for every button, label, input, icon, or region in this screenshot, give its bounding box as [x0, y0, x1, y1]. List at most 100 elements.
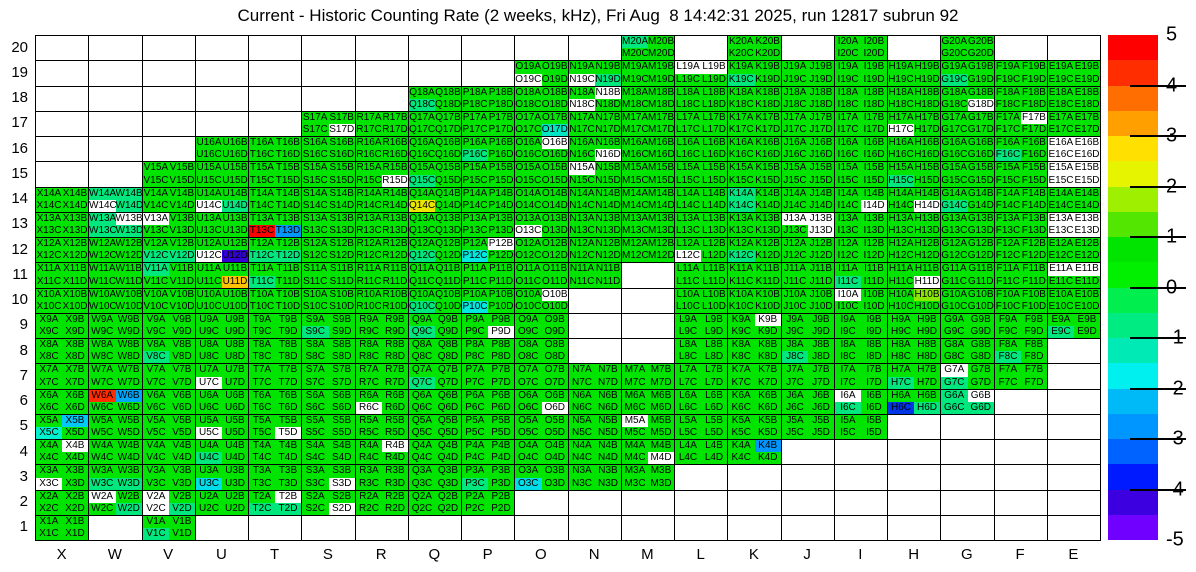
heatmap-cell: L10B: [701, 289, 727, 301]
heatmap-cell: H17C: [888, 124, 914, 136]
heatmap-cell: Q16D: [435, 149, 461, 161]
grid-box: G14A G14B G14C G14D: [940, 187, 995, 213]
heatmap-cell: X12C: [36, 250, 62, 262]
grid-box: Q14A Q14B Q14C Q14D: [408, 187, 462, 213]
empty-grid-box: [994, 414, 1048, 440]
heatmap-cell: H18D: [914, 99, 940, 111]
heatmap-cell: R6B: [382, 390, 408, 402]
heatmap-cell: V6D: [169, 402, 195, 414]
heatmap-cell: X7C: [36, 376, 62, 389]
grid-box: L7A L7B L7C L7D: [674, 363, 728, 390]
colorbar-band: [1108, 338, 1158, 363]
heatmap-cell: L4B: [701, 440, 727, 452]
heatmap-cell: E18D: [1074, 99, 1100, 111]
heatmap-cell: L10D: [701, 301, 727, 313]
heatmap-cell: Q18C: [409, 99, 435, 111]
heatmap-cell: N17A: [569, 112, 595, 124]
heatmap-cell: T10B: [275, 289, 301, 301]
heatmap-cell: L14D: [701, 200, 727, 212]
heatmap-cell: F18C: [995, 99, 1021, 111]
grid-box: P5A P5B P5C P5D: [461, 414, 515, 440]
heatmap-cell: X4D: [62, 452, 88, 464]
heatmap-cell: S9B: [328, 314, 355, 326]
heatmap-cell: S11C: [302, 275, 329, 288]
empty-grid-box: [621, 515, 675, 541]
heatmap-cell: L19A: [675, 61, 701, 74]
heatmap-cell: S17D: [328, 124, 355, 136]
heatmap-cell: L13B: [701, 213, 727, 225]
empty-grid-box: [621, 288, 675, 314]
heatmap-cell: O5C: [515, 427, 542, 439]
grid-box: P15A P15B P15C P15D: [461, 161, 515, 188]
heatmap-cell: O7C: [515, 376, 542, 389]
heatmap-cell: G16B: [967, 137, 994, 149]
heatmap-cell: U9A: [196, 314, 222, 326]
grid-box: J9A J9B J9C J9D: [781, 313, 835, 339]
heatmap-cell: S4A: [302, 440, 329, 452]
heatmap-cell: L14B: [701, 188, 727, 200]
heatmap-cell: P15D: [488, 174, 514, 187]
grid-box: T8A T8B T8C T8D: [248, 338, 302, 364]
heatmap-cell: T16B: [275, 137, 301, 149]
grid-box: P10A P10B P10C P10D: [461, 288, 515, 314]
heatmap-cell: M13A: [622, 213, 648, 225]
heatmap-cell: E18A: [1048, 87, 1074, 99]
heatmap-cell: U6D: [222, 402, 248, 414]
heatmap-cell: F12D: [1021, 250, 1047, 262]
grid-box: N18A N18B N18C N18D: [568, 86, 622, 112]
grid-box: U3A U3B U3C U3D: [195, 464, 249, 491]
heatmap-cell: L5B: [701, 415, 727, 427]
grid-box: G19A G19B G19C G19D: [940, 60, 995, 87]
heatmap-cell: H16C: [888, 149, 914, 161]
heatmap-cell: L18B: [701, 87, 727, 99]
heatmap-cell: R6D: [382, 402, 408, 414]
grid-box: E14A E14B E14C E14D: [1047, 187, 1101, 213]
heatmap-cell: V11A: [143, 263, 169, 276]
grid-box: U13A U13B U13C U13D: [195, 212, 249, 238]
heatmap-cell: P7D: [488, 376, 514, 389]
heatmap-cell: Q11C: [409, 275, 435, 288]
heatmap-cell: F15D: [1021, 174, 1047, 187]
heatmap-cell: V3B: [169, 465, 195, 478]
grid-box: L15A L15B L15C L15D: [674, 161, 728, 188]
heatmap-cell: I20C: [835, 48, 861, 60]
grid-box: S2A S2B S2C S2D: [301, 490, 356, 516]
heatmap-cell: Q8C: [409, 351, 435, 363]
heatmap-cell: E17C: [1048, 124, 1074, 136]
grid-box: I10A I10B I10C I10D: [834, 288, 888, 314]
heatmap-cell: W6D: [115, 402, 142, 414]
heatmap-cell: U13B: [222, 213, 248, 225]
heatmap-cell: P2A: [462, 491, 488, 503]
heatmap-cell: G9C: [941, 326, 968, 338]
grid-box: P9A P9B P9C P9D: [461, 313, 515, 339]
grid-box: G16A G16B G16C G16D: [940, 136, 995, 162]
heatmap-cell: X10B: [62, 289, 88, 301]
heatmap-cell: Q5A: [409, 415, 435, 427]
heatmap-cell: N5B: [595, 415, 621, 427]
heatmap-cell: H11C: [888, 275, 914, 288]
heatmap-cell: U10A: [196, 289, 222, 301]
heatmap-cell: U4D: [222, 452, 248, 464]
heatmap-cell: P18B: [488, 87, 514, 99]
grid-box: I5A I5B I5C I5D: [834, 414, 888, 440]
heatmap-cell: O8B: [541, 339, 568, 351]
heatmap-cell: N18C: [569, 99, 595, 111]
heatmap-cell: J13D: [808, 225, 834, 237]
heatmap-cell: X13C: [36, 225, 62, 237]
heatmap-cell: G17C: [941, 124, 968, 136]
grid-box: P7A P7B P7C P7D: [461, 363, 515, 390]
colorbar-tick: [1130, 286, 1186, 289]
heatmap-cell: Q15D: [435, 174, 461, 187]
heatmap-cell: Q18D: [435, 99, 461, 111]
heatmap-cell: R2A: [356, 491, 382, 503]
empty-grid-box: [834, 490, 888, 516]
grid-box: I8A I8B I8C I8D: [834, 338, 888, 364]
heatmap-cell: V12C: [143, 250, 169, 262]
heatmap-cell: V12B: [169, 238, 195, 250]
heatmap-cell: G19A: [941, 61, 968, 74]
heatmap-cell: V1B: [169, 516, 195, 528]
colorbar-band: [1108, 363, 1158, 389]
heatmap-cell: R9B: [382, 314, 408, 326]
grid-box: G15A G15B G15C G15D: [940, 161, 995, 188]
heatmap-cell: Q12B: [435, 238, 461, 250]
